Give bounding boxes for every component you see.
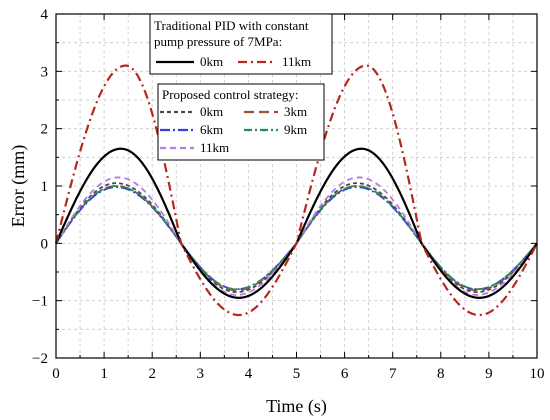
legend-label-proposed-9km: 9km	[284, 122, 307, 137]
x-tick-label: 4	[245, 366, 253, 382]
legend-label-proposed-0km: 0km	[200, 104, 223, 119]
series-line-proposed-0km	[55, 182, 538, 293]
legend-label-pid-0km: 0km	[200, 54, 223, 69]
y-tick-label: 0	[41, 236, 49, 252]
legend-title-pid: pump pressure of 7MPa:	[154, 34, 282, 49]
x-tick-label: 6	[341, 366, 349, 382]
x-tick-label: 5	[293, 366, 301, 382]
x-tick-label: 9	[485, 366, 493, 382]
y-tick-label: −2	[32, 351, 48, 367]
x-tick-label: 7	[389, 366, 397, 382]
y-tick-label: 4	[41, 7, 49, 23]
x-tick-label: 2	[148, 366, 156, 382]
legend-box-pid	[149, 13, 333, 75]
x-tick-label: 1	[100, 366, 108, 382]
x-axis-title: Time (s)	[266, 396, 327, 417]
x-tick-label: 10	[530, 366, 545, 382]
x-tick-label: 0	[52, 366, 60, 382]
y-tick-label: 2	[41, 122, 49, 138]
x-tick-label: 8	[437, 366, 445, 382]
legend-label-proposed-6km: 6km	[200, 122, 223, 137]
y-axis-title: Error (mm)	[8, 145, 29, 227]
y-tick-label: −1	[32, 294, 48, 310]
legend-title-pid: Traditional PID with constant	[154, 18, 309, 33]
legend-label-proposed-11km: 11km	[200, 140, 229, 155]
legend-label-proposed-3km: 3km	[284, 104, 307, 119]
legend-label-pid-11km: 11km	[282, 54, 311, 69]
series-line-pid-11km	[54, 64, 538, 317]
legend-title-proposed: Proposed control strategy:	[162, 87, 298, 102]
y-tick-label: 1	[41, 179, 49, 195]
y-tick-label: 3	[41, 64, 49, 80]
x-tick-label: 3	[197, 366, 205, 382]
